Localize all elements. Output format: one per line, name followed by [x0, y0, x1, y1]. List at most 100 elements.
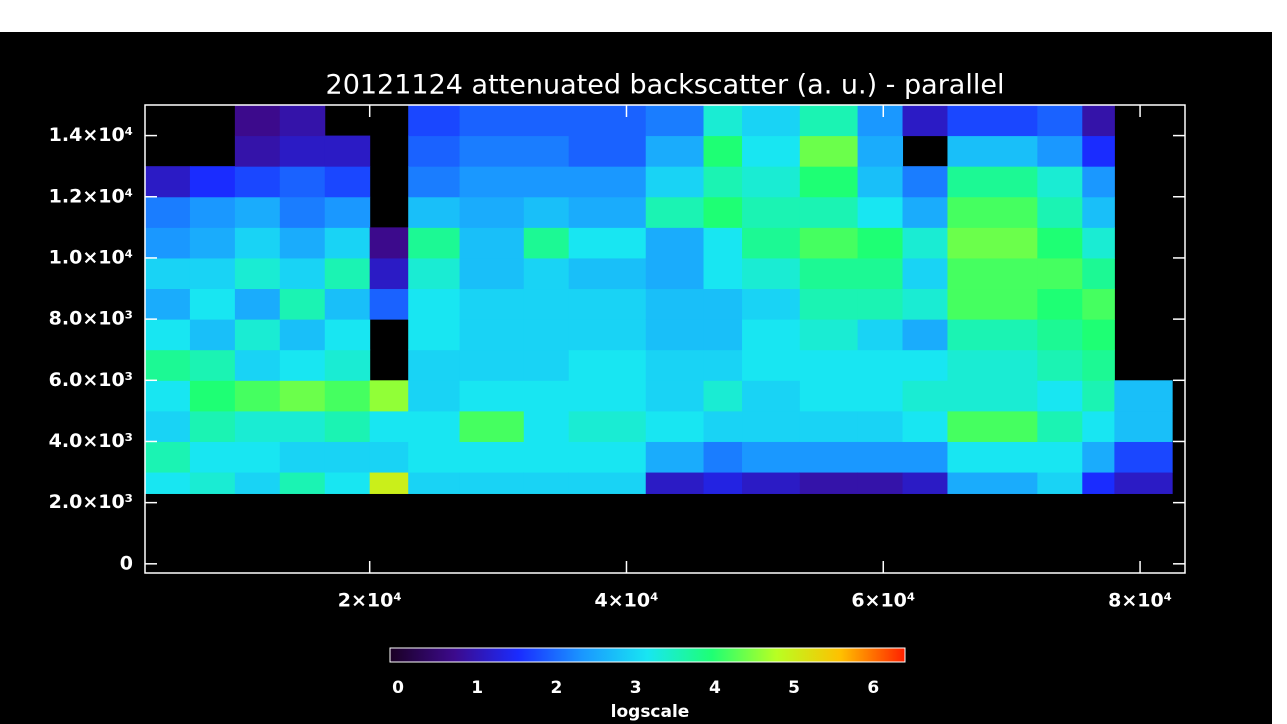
x-tick-label: 8×10⁴ — [1108, 590, 1172, 612]
heatmap-cell — [1037, 349, 1083, 381]
heatmap-cell — [459, 380, 525, 412]
heatmap-cell — [947, 380, 1038, 412]
heatmap-cell — [703, 288, 743, 320]
heatmap-cell — [857, 380, 904, 412]
heatmap-cell — [947, 288, 1038, 320]
heatmap-cell — [523, 441, 570, 473]
heatmap-cell — [523, 166, 570, 198]
heatmap-cell — [523, 257, 570, 290]
colorbar-label: logscale — [611, 702, 690, 722]
heatmap-cell — [234, 349, 281, 381]
heatmap-cell — [947, 105, 1038, 137]
heatmap-cell — [902, 441, 948, 473]
heatmap-cell — [1082, 319, 1115, 351]
heatmap-cell — [324, 196, 371, 228]
heatmap-cell — [568, 135, 647, 167]
heatmap-cell — [742, 196, 801, 228]
colorbar-tick-label: 3 — [630, 678, 642, 698]
colorbar-tick-label: 2 — [551, 678, 563, 698]
heatmap-cell — [408, 288, 461, 320]
heatmap-cell — [947, 472, 1038, 494]
heatmap-cell — [324, 319, 371, 351]
heatmap-cell — [1037, 472, 1083, 494]
heatmap-cell — [324, 349, 371, 381]
heatmap-cell — [1037, 135, 1083, 167]
heatmap-cell — [408, 319, 461, 351]
heatmap-cell — [408, 441, 461, 473]
heatmap-cell — [799, 472, 859, 494]
heatmap-cell — [369, 380, 409, 412]
chart-title: 20121124 attenuated backscatter (a. u.) … — [326, 70, 1005, 101]
heatmap-cell — [1082, 135, 1115, 167]
heatmap-cell — [459, 472, 525, 494]
heatmap-cell — [1037, 105, 1083, 137]
heatmap-cell — [523, 105, 570, 137]
heatmap-cell — [234, 196, 281, 228]
heatmap-cell — [145, 349, 191, 381]
heatmap-cell — [234, 105, 281, 137]
heatmap-cell — [902, 319, 948, 351]
heatmap-cell — [1037, 380, 1083, 412]
heatmap-cell — [324, 135, 371, 167]
heatmap-cell — [145, 257, 191, 290]
heatmap-cell — [459, 257, 525, 290]
heatmap-cell — [645, 441, 705, 473]
heatmap-cell — [408, 166, 461, 198]
heatmap-cell — [523, 380, 570, 412]
heatmap-cell — [279, 410, 326, 442]
heatmap-cell — [568, 441, 647, 473]
heatmap-cell — [145, 288, 191, 320]
heatmap-cell — [857, 319, 904, 351]
heatmap-cell — [1082, 349, 1115, 381]
y-tick-label: 0 — [120, 552, 133, 574]
heatmap-cell — [947, 196, 1038, 228]
y-tick-label: 6.0×10³ — [49, 369, 133, 391]
heatmap-cell — [369, 227, 409, 259]
heatmap-cell — [145, 319, 191, 351]
heatmap-cell — [799, 410, 859, 442]
heatmap-cell — [703, 472, 743, 494]
heatmap-cell — [1037, 166, 1083, 198]
colorbar-tick-label: 6 — [867, 678, 879, 698]
heatmap-cell — [189, 349, 236, 381]
y-tick-label: 4.0×10³ — [49, 430, 133, 452]
heatmap-cell — [947, 349, 1038, 381]
heatmap-cell — [324, 288, 371, 320]
x-tick-label: 6×10⁴ — [851, 590, 915, 612]
heatmap-cell — [799, 166, 859, 198]
heatmap-cell — [324, 227, 371, 259]
heatmap-cell — [645, 349, 705, 381]
y-tick-label: 1.4×10⁴ — [49, 124, 133, 146]
heatmap-cell — [408, 227, 461, 259]
heatmap-cell — [799, 196, 859, 228]
heatmap-cell — [568, 227, 647, 259]
heatmap-cell — [902, 380, 948, 412]
heatmap-cell — [324, 410, 371, 442]
heatmap-cell — [189, 472, 236, 494]
heatmap-cell — [1082, 410, 1115, 442]
heatmap-cell — [408, 472, 461, 494]
heatmap-cell — [703, 349, 743, 381]
heatmap-cell — [1114, 441, 1173, 473]
heatmap-cell — [568, 166, 647, 198]
heatmap-cell — [703, 257, 743, 290]
x-tick-label: 4×10⁴ — [595, 590, 659, 612]
heatmap-cell — [523, 196, 570, 228]
heatmap-cell — [947, 257, 1038, 290]
heatmap-cell — [799, 288, 859, 320]
heatmap-cell — [459, 105, 525, 137]
heatmap-cell — [279, 349, 326, 381]
heatmap-cell — [408, 410, 461, 442]
heatmap-cell — [1114, 380, 1173, 412]
heatmap-cell — [742, 349, 801, 381]
heatmap-cell — [523, 135, 570, 167]
heatmap-cell — [523, 349, 570, 381]
heatmap-cell — [408, 257, 461, 290]
heatmap-cell — [234, 227, 281, 259]
heatmap-cell — [279, 105, 326, 137]
heatmap-cell — [1114, 410, 1173, 442]
heatmap-cell — [947, 166, 1038, 198]
heatmap-cell — [279, 166, 326, 198]
heatmap-cell — [857, 257, 904, 290]
heatmap-cell — [645, 227, 705, 259]
